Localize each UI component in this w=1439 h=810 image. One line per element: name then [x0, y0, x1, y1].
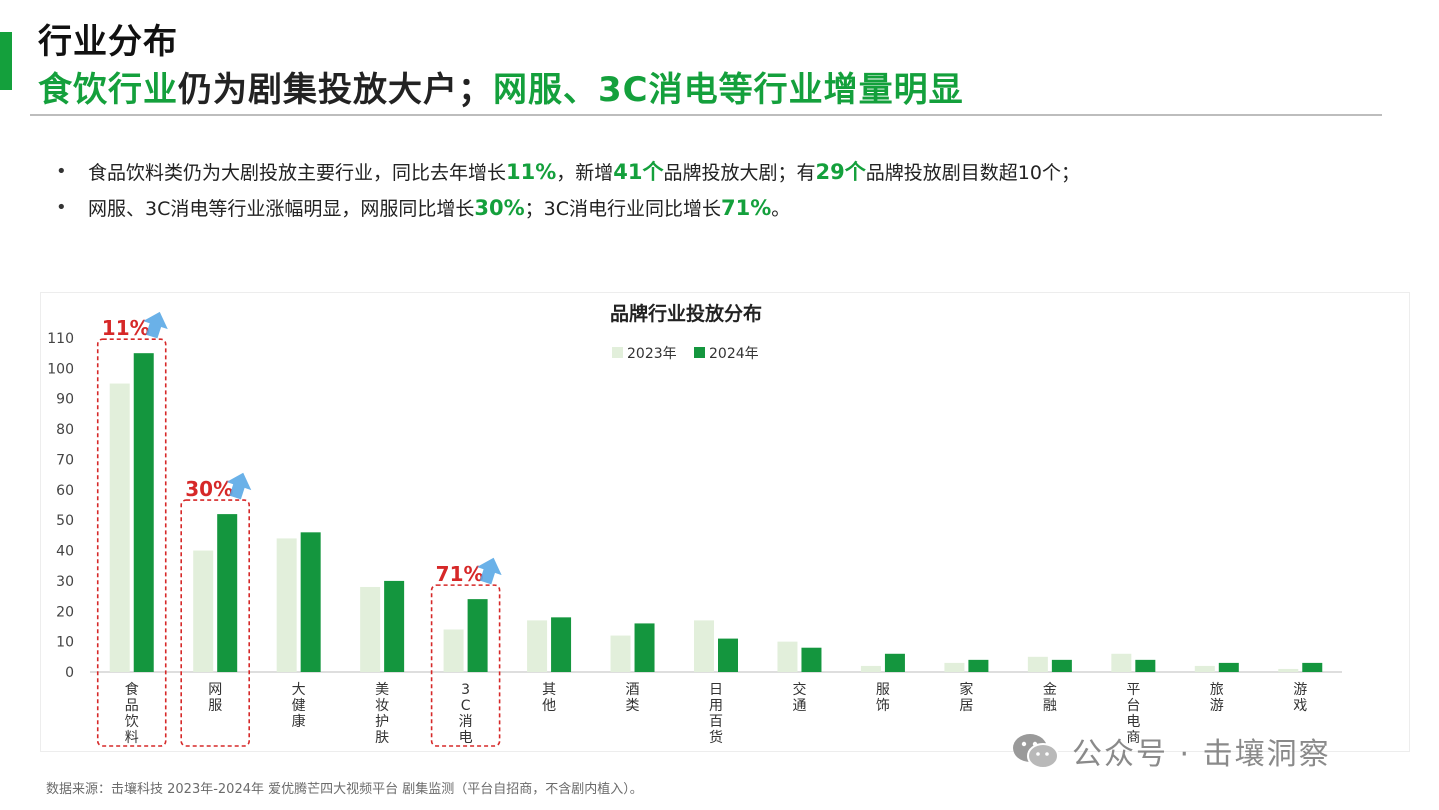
bar-2023 — [527, 620, 548, 672]
x-tick-label: 食品饮料 — [125, 681, 139, 746]
bar-2024 — [1135, 659, 1156, 672]
highlight-box — [180, 499, 250, 747]
legend-label: 2023年 — [627, 346, 677, 362]
y-tick-label: 20 — [56, 604, 74, 620]
watermark: 公众号 · 击壤洞察 — [1010, 728, 1331, 774]
bullet-highlight: 30% — [474, 196, 525, 220]
page-subtitle: 食饮行业仍为剧集投放大户；网服、3C消电等行业增量明显 — [38, 62, 964, 111]
x-tick-label: 3 C 消电 — [459, 682, 473, 746]
x-tick-label: 金融 — [1043, 682, 1057, 714]
bar-2024 — [801, 647, 822, 672]
y-tick-label: 40 — [56, 544, 74, 560]
y-tick-label: 50 — [56, 513, 74, 529]
bullet-text: ；3C消电行业同比增长 — [524, 198, 721, 220]
bullet-text: 网服、3C消电等行业涨幅明显，网服同比增长 — [88, 198, 475, 220]
bar-2023 — [360, 586, 381, 672]
y-tick-label: 80 — [56, 422, 74, 438]
bar-2023 — [1111, 653, 1132, 672]
bullet-item-2: 网服、3C消电等行业涨幅明显，网服同比增长30%；3C消电行业同比增长71%。 — [56, 190, 1080, 226]
x-tick-label: 旅游 — [1210, 682, 1224, 714]
watermark-text: 公众号 · 击壤洞察 — [1072, 737, 1331, 772]
x-tick-label: 网服 — [208, 682, 222, 714]
bar-2024 — [551, 617, 572, 672]
title-accent-bar — [0, 32, 12, 90]
y-tick-label: 60 — [56, 483, 74, 499]
growth-arrow-icon — [143, 311, 168, 339]
y-tick-label: 110 — [47, 331, 74, 347]
bar-2023 — [443, 629, 464, 672]
bullet-text: 品牌投放剧目数超10个； — [865, 162, 1080, 184]
data-source-note: 数据来源：击壤科技 2023年-2024年 爱优腾芒四大视频平台 剧集监测（平台… — [46, 782, 643, 797]
chart-panel — [40, 292, 1410, 752]
bar-2023 — [944, 662, 965, 672]
x-tick-label: 大健康 — [292, 682, 306, 730]
bullet-text: 食品饮料类仍为大剧投放主要行业，同比去年增长 — [88, 162, 507, 184]
bar-2023 — [1027, 656, 1048, 672]
bar-2024 — [1051, 659, 1072, 672]
x-tick-label: 美妆护肤 — [375, 682, 389, 746]
growth-arrow-icon — [476, 557, 502, 585]
x-tick-label: 酒类 — [626, 682, 640, 714]
x-tick-label: 交通 — [792, 681, 806, 714]
subtitle-highlight-1: 食饮行业 — [38, 70, 178, 110]
bar-2024 — [718, 638, 738, 672]
bullet-highlight: 71% — [720, 196, 772, 220]
growth-label: 30% — [185, 477, 233, 501]
bullet-item-1: 食品饮料类仍为大剧投放主要行业，同比去年增长11%，新增41个品牌投放大剧；有2… — [56, 154, 1080, 190]
y-tick-label: 0 — [65, 665, 74, 681]
bar-2024 — [968, 659, 989, 672]
legend-label: 2024年 — [709, 346, 759, 362]
bar-2024 — [217, 514, 238, 672]
bar-2024 — [1302, 662, 1323, 672]
bar-2023 — [1278, 668, 1299, 672]
bullet-list: 食品饮料类仍为大剧投放主要行业，同比去年增长11%，新增41个品牌投放大剧；有2… — [56, 154, 1080, 226]
bar-2023 — [276, 538, 297, 672]
bar-2023 — [610, 635, 631, 672]
growth-arrow-icon — [226, 472, 252, 500]
y-tick-label: 100 — [47, 361, 74, 377]
subtitle-highlight-2: 网服、3C消电等行业增量明显 — [493, 70, 964, 110]
x-tick-label: 服饰 — [876, 682, 890, 714]
bullet-text: 品牌投放大剧；有 — [663, 162, 816, 184]
bullet-highlight: 29个 — [815, 160, 866, 184]
bar-2023 — [109, 383, 130, 672]
x-tick-label: 平台电商 — [1126, 682, 1140, 746]
legend-swatch — [694, 347, 705, 358]
bar-2024 — [1218, 662, 1239, 672]
legend-swatch — [612, 347, 623, 358]
bullet-highlight: 11% — [506, 160, 557, 184]
bar-2023 — [694, 620, 714, 672]
chart-title: 品牌行业投放分布 — [610, 302, 762, 325]
x-tick-label: 游戏 — [1293, 682, 1307, 714]
subtitle-text-1: 仍为剧集投放大户； — [178, 70, 493, 110]
bar-2024 — [634, 623, 655, 672]
y-tick-label: 90 — [56, 392, 74, 408]
bullet-highlight: 41个 — [613, 160, 664, 184]
x-tick-label: 家居 — [959, 681, 973, 714]
bullet-text: ，新增 — [556, 162, 614, 184]
bar-2024 — [133, 353, 154, 672]
x-tick-label: 日用百货 — [709, 682, 723, 746]
growth-label: 71% — [436, 562, 484, 586]
bar-2023 — [860, 665, 881, 672]
y-tick-label: 10 — [56, 635, 74, 651]
title-divider — [30, 114, 1382, 116]
bar-2023 — [193, 550, 214, 672]
bar-2024 — [300, 532, 321, 672]
bar-2024 — [884, 653, 905, 672]
highlight-box — [96, 338, 167, 747]
highlight-box — [430, 584, 501, 747]
bar-2024 — [384, 580, 405, 672]
x-tick-label: 其他 — [542, 682, 556, 714]
growth-label: 11% — [102, 316, 150, 340]
y-tick-label: 30 — [56, 574, 74, 590]
wechat-icon — [1013, 734, 1059, 769]
page-title: 行业分布 — [38, 22, 178, 62]
bar-2023 — [777, 641, 798, 672]
bar-2024 — [467, 599, 488, 672]
bar-2023 — [1194, 665, 1215, 672]
y-tick-label: 70 — [56, 452, 74, 468]
bullet-text: 。 — [771, 198, 791, 220]
